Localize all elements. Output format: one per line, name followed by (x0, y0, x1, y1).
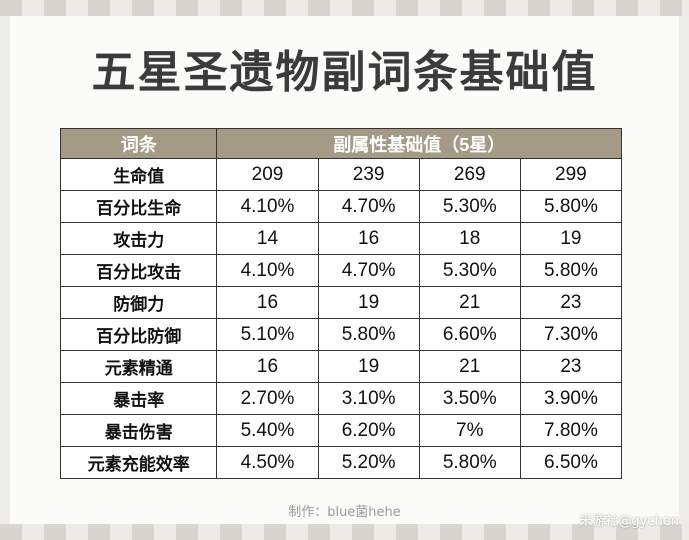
decorative-border-bottom (0, 524, 689, 540)
value-cell: 3.50% (418, 382, 521, 415)
table-row: 生命值 209 239 269 299 (59, 158, 623, 191)
row-label: 暴击伤害 (59, 414, 218, 447)
row-label: 生命值 (59, 158, 218, 191)
value-cell: 5.30% (418, 254, 521, 287)
value-cell: 4.50% (216, 446, 319, 479)
table-row: 攻击力 14 16 18 19 (59, 222, 623, 255)
row-label: 元素精通 (59, 350, 218, 383)
decorative-border-top (0, 0, 689, 16)
value-cell: 3.90% (519, 382, 623, 415)
value-cell: 5.80% (418, 446, 521, 479)
value-cell: 21 (418, 350, 521, 383)
page-title: 五星圣遗物副词条基础值 (91, 47, 598, 98)
row-label: 百分比攻击 (59, 254, 218, 287)
value-cell: 16 (216, 350, 319, 383)
value-cell: 7.80% (519, 414, 623, 447)
table-row: 百分比攻击 4.10% 4.70% 5.30% 5.80% (59, 254, 623, 287)
row-label: 百分比生命 (59, 190, 218, 223)
value-cell: 5.30% (418, 190, 521, 223)
value-cell: 239 (317, 158, 420, 191)
table-row: 防御力 16 19 21 23 (59, 286, 623, 319)
value-cell: 23 (519, 350, 623, 383)
value-cell: 16 (317, 222, 420, 255)
value-cell: 19 (317, 286, 420, 319)
table-header-row: 词条 副属性基础值（5星） (59, 128, 622, 159)
value-cell: 21 (418, 286, 521, 319)
header-values-cell: 副属性基础值（5星） (216, 128, 622, 159)
value-cell: 6.50% (519, 446, 623, 479)
value-cell: 6.20% (317, 414, 420, 447)
value-cell: 18 (418, 222, 521, 255)
row-label: 百分比防御 (59, 318, 218, 351)
value-cell: 5.80% (519, 190, 623, 223)
table-row: 暴击伤害 5.40% 6.20% 7% 7.80% (59, 414, 623, 447)
value-cell: 19 (317, 350, 420, 383)
value-cell: 5.10% (216, 318, 319, 351)
value-cell: 5.40% (216, 414, 319, 447)
value-cell: 23 (519, 286, 623, 319)
table-row: 百分比生命 4.10% 4.70% 5.30% 5.80% (59, 190, 623, 223)
value-cell: 209 (216, 158, 319, 191)
row-label: 攻击力 (59, 222, 218, 255)
table-row: 暴击率 2.70% 3.10% 3.50% 3.90% (59, 382, 623, 415)
value-cell: 6.60% (418, 318, 521, 351)
value-cell: 4.70% (317, 190, 420, 223)
substat-table: 词条 副属性基础值（5星） 生命值 209 239 269 299 百分比生命 4.10% 4… (59, 128, 623, 479)
value-cell: 4.10% (216, 190, 319, 223)
table-row: 百分比防御 5.10% 5.80% 6.60% 7.30% (59, 318, 623, 351)
row-label: 元素充能效率 (59, 446, 218, 479)
value-cell: 5.80% (519, 254, 623, 287)
table-row: 元素精通 16 19 21 23 (59, 350, 623, 383)
value-cell: 299 (519, 158, 623, 191)
table-row: 元素充能效率 4.50% 5.20% 5.80% 6.50% (59, 446, 623, 479)
value-cell: 7.30% (519, 318, 623, 351)
value-cell: 4.10% (216, 254, 319, 287)
value-cell: 7% (418, 414, 521, 447)
value-cell: 5.80% (317, 318, 420, 351)
value-cell: 2.70% (216, 382, 319, 415)
value-cell: 14 (216, 222, 319, 255)
value-cell: 5.20% (317, 446, 420, 479)
value-cell: 19 (519, 222, 623, 255)
value-cell: 16 (216, 286, 319, 319)
row-label: 防御力 (59, 286, 218, 319)
value-cell: 4.70% (317, 254, 420, 287)
row-label: 暴击率 (59, 382, 218, 415)
credit-text: 制作：blue菌hehe (288, 505, 401, 520)
header-label-cell: 词条 (59, 128, 218, 159)
value-cell: 269 (418, 158, 521, 191)
value-cell: 3.10% (317, 382, 420, 415)
watermark-text: 米游社@gychen (579, 514, 679, 529)
